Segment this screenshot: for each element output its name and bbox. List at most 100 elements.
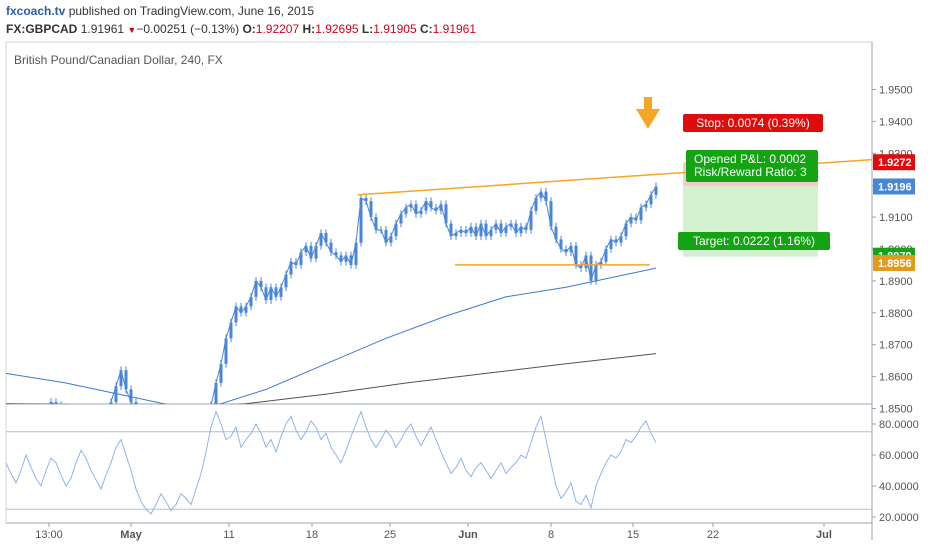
price-bar-body [54, 402, 58, 404]
price-bar-body [499, 223, 503, 234]
price-bar-body [119, 370, 123, 387]
price-bar-body [369, 201, 373, 218]
price-bar-body [384, 229, 388, 243]
price-bar-body [514, 223, 518, 234]
down-triangle-icon: ▼ [127, 25, 137, 35]
price-bar-body [319, 233, 323, 246]
price-bar-body [614, 239, 618, 243]
price-bar-body [239, 306, 243, 313]
publish-line: fxcoach.tv published on TradingView.com,… [6, 4, 314, 18]
x-tick-label: May [120, 529, 142, 541]
close-value: 1.91961 [432, 22, 477, 36]
price-bar-body [269, 287, 273, 301]
price-bar-body [354, 242, 358, 265]
price-bar-body [429, 201, 433, 208]
price-bar-body [504, 226, 508, 234]
risk-reward-label: Risk/Reward Ratio: 3 [694, 165, 807, 179]
price-bar-body [534, 198, 538, 211]
price-bar-body [644, 204, 648, 208]
price-bar-body [509, 223, 513, 227]
price-bar-body [519, 226, 523, 234]
price-bar-body [599, 261, 603, 265]
price-bar-body [359, 198, 363, 243]
target-label-box [678, 232, 830, 250]
target-price-tag: 1.8956 [878, 258, 912, 270]
price-bar-body [124, 370, 128, 390]
price-bar-body [579, 264, 583, 269]
ohlc-line: FX:GBPCAD 1.91961 ▼−0.00251 (−0.13%) O: 1… [6, 22, 476, 37]
x-tick-label: 13:00 [35, 529, 63, 541]
price-bar-body [364, 198, 368, 202]
price-bar-body [439, 204, 443, 211]
price-bar-body [634, 217, 638, 221]
last-price: 1.91961 [80, 22, 125, 36]
price-bar-body [374, 217, 378, 230]
y-tick-label: 1.9500 [879, 85, 913, 97]
x-tick-label: 22 [707, 529, 719, 541]
stop-price-tag: 1.9272 [878, 157, 912, 169]
rsi-line [6, 410, 657, 515]
x-tick-label: 15 [627, 529, 639, 541]
high-label: H: [302, 22, 316, 36]
price-bar-body [399, 213, 403, 224]
last-price-tag-box [873, 178, 915, 195]
price-bar-body [434, 207, 438, 211]
price-bar-body [639, 207, 643, 221]
price-bar-body [544, 191, 548, 202]
rsi-tick-label: 20.0000 [879, 512, 919, 524]
price-bar-body [459, 229, 463, 234]
x-tick-label: 8 [548, 529, 554, 541]
low-value: 1.91905 [373, 22, 417, 36]
price-bar-body [404, 207, 408, 214]
y-tick-label: 1.9100 [879, 212, 913, 224]
trendline-1 [357, 158, 872, 196]
target-price-tag-box [873, 255, 915, 272]
y-tick-label: 1.8700 [879, 340, 913, 352]
price-bar-body [259, 280, 263, 288]
price-bar-body [469, 226, 473, 234]
price-line [49, 186, 657, 404]
price-bar-body [329, 242, 333, 253]
rsi-tick-label: 80.0000 [879, 419, 919, 431]
y-tick-label: 1.8600 [879, 372, 913, 384]
price-bar-body [559, 239, 563, 249]
price-bar-body [554, 226, 558, 240]
price-bar-body [489, 229, 493, 237]
change-value: −0.00251 (−0.13%) [136, 22, 240, 36]
target-label: Target: 0.0222 (1.16%) [693, 234, 815, 248]
price-bar-body [294, 261, 298, 265]
pnl-box [686, 150, 818, 182]
price-bar-body [134, 402, 138, 404]
price-bar-body [214, 383, 218, 404]
price-bar-body [249, 296, 253, 307]
x-tick-label: Jul [816, 529, 832, 541]
price-bar-body [649, 194, 653, 205]
price-bar-body [419, 210, 423, 214]
price-bar-body [409, 204, 413, 208]
slow-moving-average-line [6, 353, 657, 404]
site-link[interactable]: fxcoach.tv [6, 4, 66, 18]
price-bar-body [224, 338, 228, 364]
price-bar-body [389, 236, 393, 243]
price-bar-body [584, 255, 588, 269]
price-bar-body [274, 287, 278, 297]
price-bar-body [324, 233, 328, 243]
price-bar-body [479, 223, 483, 237]
price-bar-body [564, 249, 568, 253]
price-bar-body [494, 223, 498, 230]
price-bar-body [629, 217, 633, 224]
stop-label: Stop: 0.0074 (0.39%) [696, 116, 809, 130]
price-bar-body [244, 306, 248, 313]
symbol-name: FX:GBPCAD [6, 22, 78, 36]
low-label: L: [361, 22, 374, 36]
price-bar-body [609, 239, 613, 249]
open-label: O: [242, 22, 256, 36]
x-tick-label: Jun [458, 529, 478, 541]
price-bar-body [594, 264, 598, 281]
price-bar-body [234, 306, 238, 323]
price-bar-body [339, 255, 343, 262]
price-bar-body [314, 245, 318, 259]
price-bar-body [444, 204, 448, 224]
price-bar-body [604, 249, 608, 262]
